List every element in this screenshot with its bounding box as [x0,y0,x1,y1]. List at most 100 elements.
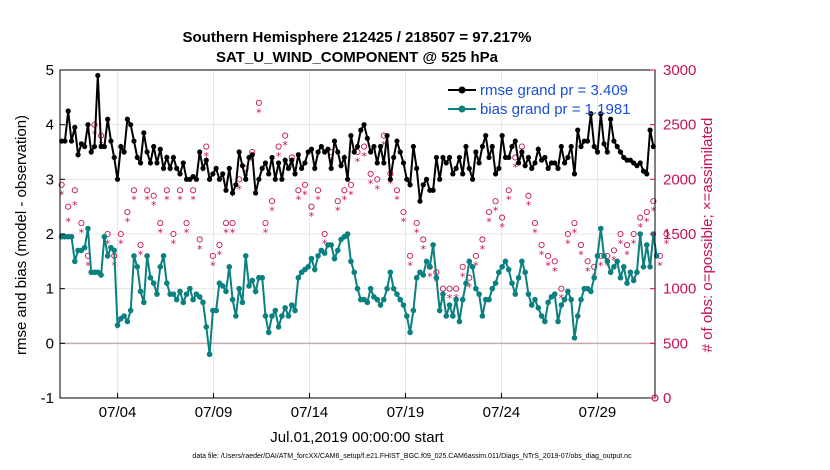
obs-possible-point [499,214,506,221]
obs-assimilated-point: * [164,194,170,207]
bias-point [305,264,311,270]
bias-point [640,264,647,270]
obs-assimilated-point: * [506,194,512,207]
bias-point [400,302,407,308]
bias-point [223,288,229,295]
bias-point [617,274,624,281]
bias-point [542,318,548,325]
bias-point [430,242,436,248]
left-y-tick-label: 5 [46,62,54,79]
obs-possible-point [571,220,578,227]
rmse-point [535,146,541,152]
rmse-point [601,141,607,147]
obs-possible-point [367,170,374,177]
obs-possible-point [564,230,571,238]
bias-point [604,258,611,265]
obs-assimilated-point: * [394,194,400,207]
rmse-point [381,160,387,166]
bias-point [101,233,108,240]
bias-point [489,285,496,292]
obs-possible-point [617,230,624,238]
obs-assimilated-point: * [526,199,532,212]
obs-assimilated-point: * [493,205,499,218]
rmse-point [82,143,88,150]
bias-point [630,277,637,284]
rmse-point [499,133,505,139]
rmse-point [391,154,397,161]
right-y-tick-label: 2500 [663,117,696,134]
obs-assimilated-point: * [361,150,367,163]
rmse-point [318,143,324,150]
rmse-point [200,165,206,171]
obs-possible-point [558,285,565,292]
bias-point [321,250,328,256]
rmse-point [443,160,449,166]
obs-assimilated-point: * [151,199,157,212]
bias-point [597,225,604,232]
obs-assimilated-point: * [545,259,551,272]
bias-point [351,269,358,276]
rmse-point [522,163,528,169]
obs-assimilated-point: * [552,265,558,278]
rmse-point [206,176,213,182]
rmse-point [276,160,282,166]
rmse-point [588,111,594,117]
obs-possible-point [531,220,539,227]
rmse-point [384,133,390,139]
obs-assimilated-point: * [513,161,519,174]
obs-possible-point [643,209,650,216]
rmse-point [220,171,226,177]
obs-possible-point [393,187,400,194]
left-y-tick-label: 4 [46,117,54,134]
bias-point [354,285,361,292]
obs-possible-point [505,187,512,194]
bias-point [285,313,292,319]
rmse-point [239,163,246,169]
x-axis-label: Jul.01,2019 00:00:00 start [270,429,444,446]
bias-point [463,280,469,287]
bias-point [413,274,420,281]
obs-possible-point [255,99,262,106]
bias-point [134,264,141,270]
x-tick-label: 07/04 [99,404,137,421]
rmse-point [519,149,525,155]
rmse-point [256,176,262,182]
rmse-point [65,108,71,114]
rmse-point [414,165,420,171]
grid-lines [60,69,655,399]
right-y-axis-label: # of obs: o=possible; ×=assimilated [699,118,716,353]
obs-assimilated-point: * [374,183,380,196]
bias-point [137,288,144,295]
rmse-point [637,160,643,166]
right-y-tick-label: 1000 [663,281,696,298]
bias-point [331,255,338,262]
rmse-point [121,149,127,155]
obs-possible-point [334,198,341,205]
obs-assimilated-point: * [65,216,71,229]
rmse-point [377,143,384,150]
obs-assimilated-point: * [480,243,486,256]
obs-assimilated-point: * [322,237,328,250]
bias-point [269,313,275,319]
rmse-point [604,149,610,155]
rmse-point [295,152,301,158]
rmse-point [193,176,200,182]
bias-point [272,307,279,314]
left-y-tick-label: 3 [46,171,54,188]
rmse-point [486,154,492,161]
rmse-point [335,149,341,155]
rmse-point [289,157,295,163]
bias-point [410,307,417,314]
bias-point [279,313,285,319]
obs-possible-point [229,220,236,227]
obs-possible-point [545,252,552,259]
legend: rmse grand pr = 3.409 bias grand pr = 1.… [448,82,631,118]
left-y-tick-label: 0 [46,335,54,352]
obs-assimilated-point: * [368,177,374,190]
obs-assimilated-point: * [624,248,630,261]
bias-point [292,307,298,314]
obs-assimilated-point: * [572,227,578,240]
rmse-point [118,143,124,150]
bias-point [512,291,519,297]
bias-point [466,258,473,265]
